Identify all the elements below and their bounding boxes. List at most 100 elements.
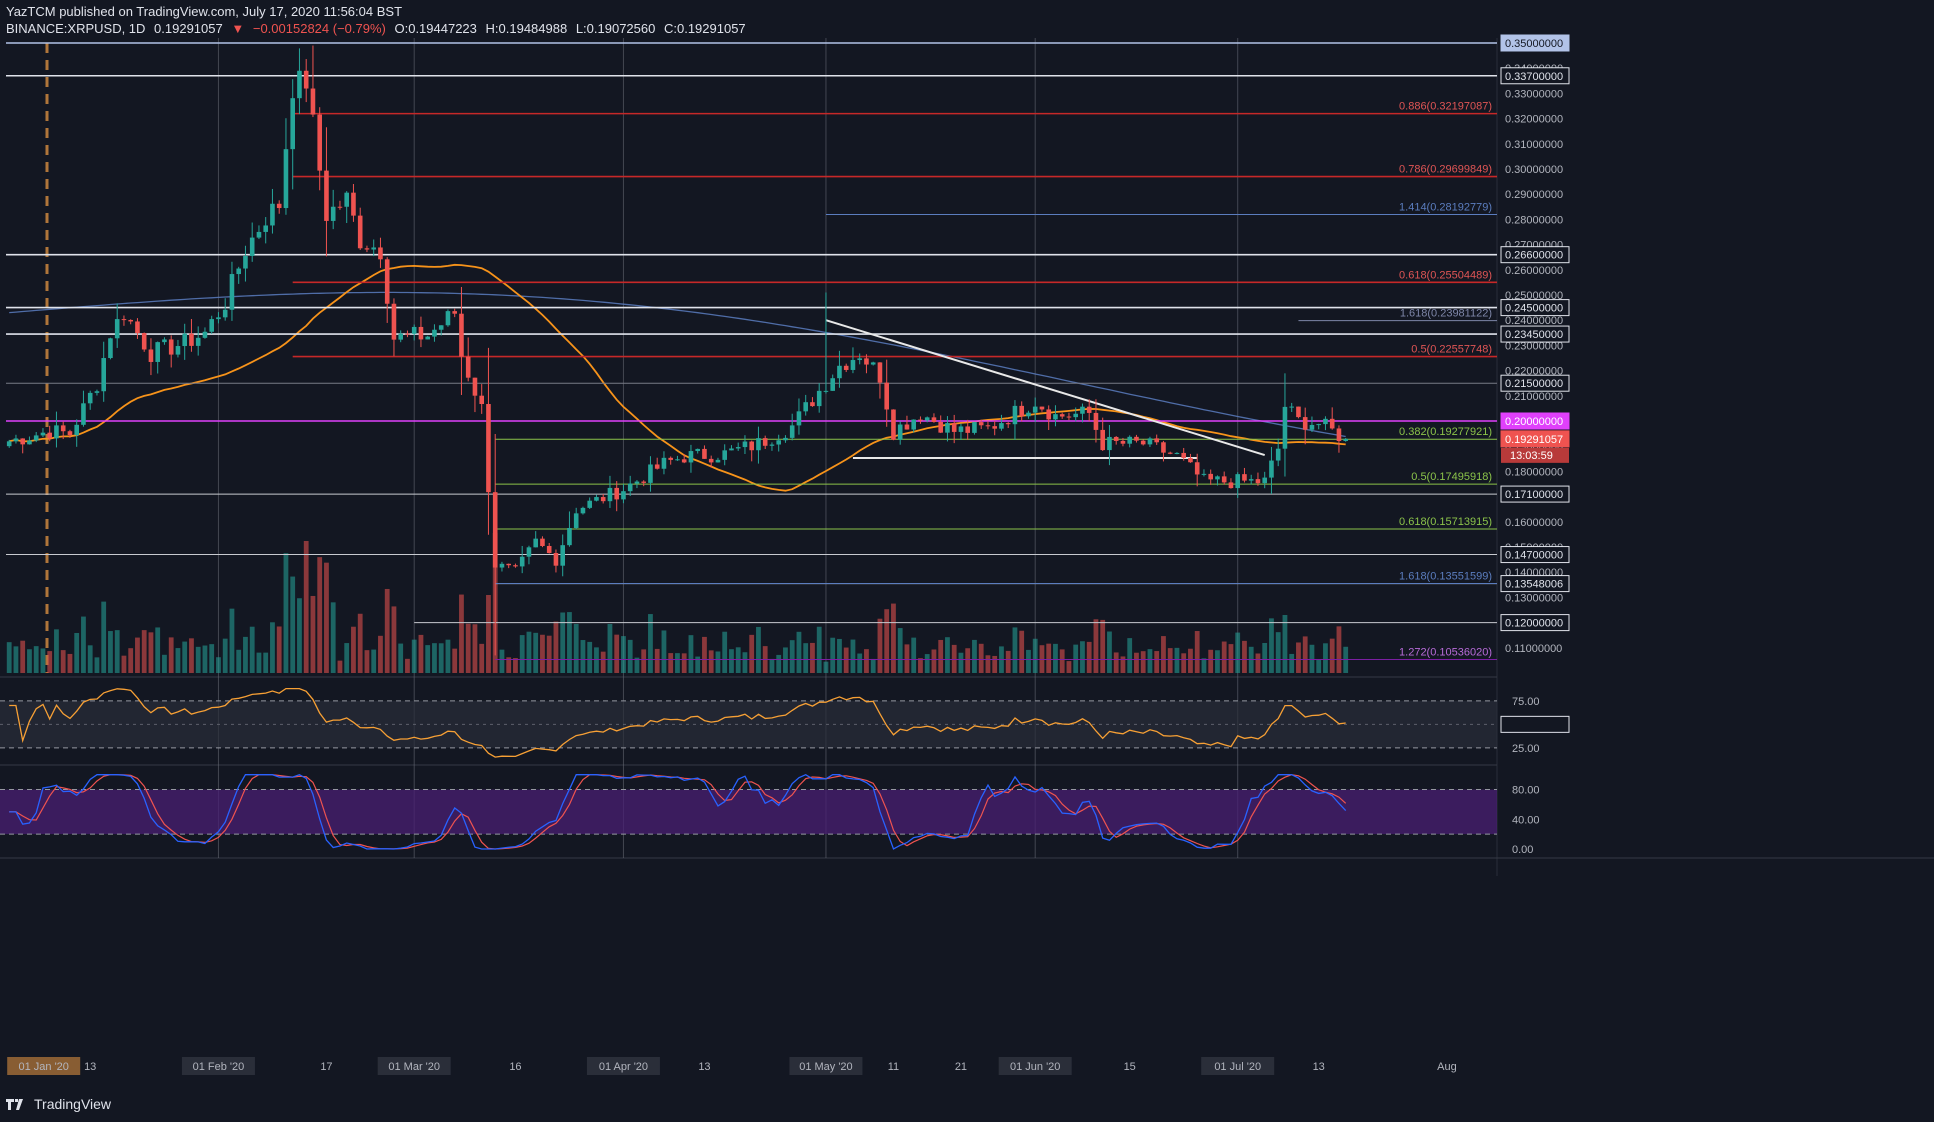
- volume-bar: [688, 635, 694, 673]
- candle-body: [1140, 440, 1146, 445]
- price-label-box: 0.33700000: [1500, 67, 1570, 85]
- candle-body: [6, 441, 12, 447]
- candle-body: [33, 435, 39, 441]
- candle: [492, 433, 498, 656]
- candle: [60, 421, 66, 440]
- candle: [1134, 434, 1139, 443]
- price-label-bg: [1500, 546, 1570, 564]
- candle: [1336, 425, 1342, 453]
- candle: [796, 398, 802, 435]
- tradingview-brand[interactable]: TradingView: [6, 1092, 111, 1116]
- candle: [148, 338, 154, 376]
- volume-bar: [864, 649, 869, 673]
- volume-bar: [951, 644, 957, 673]
- candle-body: [411, 326, 417, 334]
- volume-bar: [297, 598, 302, 673]
- volume-bar: [378, 635, 383, 673]
- volume-bar: [783, 647, 788, 673]
- open-value: O:0.19447223: [394, 21, 477, 36]
- candle: [972, 421, 977, 435]
- candle-body: [870, 362, 876, 365]
- candle: [418, 316, 424, 348]
- time-tick-label: 01 Jul '20: [1214, 1061, 1261, 1073]
- volume-bar: [850, 639, 856, 673]
- candle-body: [371, 247, 376, 250]
- volume-bar: [526, 631, 532, 673]
- candle: [762, 435, 768, 450]
- candle-body: [1147, 438, 1153, 445]
- candle-body: [648, 464, 653, 483]
- candle: [668, 456, 673, 465]
- volume-bar: [722, 631, 728, 673]
- candle: [681, 454, 687, 464]
- candle-body: [803, 402, 808, 412]
- candle: [587, 497, 592, 509]
- fib-label: 0.5(0.22557748): [1411, 344, 1492, 356]
- volume-bar: [398, 643, 404, 673]
- volume-bar: [290, 576, 296, 673]
- volume-bar: [506, 657, 512, 673]
- candle-body: [405, 333, 410, 335]
- volume-bar: [911, 637, 917, 673]
- volume-bar: [20, 640, 26, 673]
- candle-body: [1093, 412, 1099, 430]
- candle: [735, 442, 741, 451]
- volume-bar: [1329, 638, 1335, 673]
- candle: [823, 292, 829, 394]
- candle: [1140, 439, 1146, 446]
- time-tick-label: 01 Jun '20: [1010, 1061, 1060, 1073]
- candle-body: [135, 321, 140, 334]
- time-label-box: [181, 1057, 255, 1075]
- candle: [911, 419, 916, 433]
- candle: [1235, 472, 1240, 498]
- candle: [432, 324, 437, 342]
- fibonacci-levels: 0.886(0.32197087) 0.786(0.29699849) 1.414(…: [292, 101, 1497, 660]
- candle: [317, 107, 322, 191]
- time-tick-label: 01 Mar '20: [388, 1061, 440, 1073]
- candle-body: [769, 444, 775, 446]
- candle-body: [243, 255, 248, 269]
- candle: [1039, 406, 1045, 412]
- volume-bar: [472, 624, 478, 673]
- candle: [101, 341, 106, 402]
- volume-bar: [1066, 661, 1072, 673]
- price-label-bg: [1500, 430, 1570, 448]
- candle: [175, 339, 181, 358]
- candle: [222, 298, 228, 321]
- volume-bar: [364, 650, 370, 673]
- price-tick-label: 0.32000000: [1505, 114, 1563, 126]
- candle: [1012, 400, 1018, 440]
- last-price: 0.19291057: [154, 21, 223, 36]
- candle: [580, 506, 586, 515]
- candle: [27, 436, 32, 445]
- candle: [378, 237, 383, 268]
- candle: [168, 335, 174, 368]
- candle-body: [317, 114, 322, 171]
- time-tick-label: 01 Feb '20: [193, 1061, 245, 1073]
- candle-body: [391, 303, 397, 340]
- time-label-box: [377, 1057, 451, 1075]
- candle: [776, 434, 781, 452]
- volume-bar: [513, 658, 518, 673]
- candle: [1026, 410, 1031, 419]
- candle: [121, 315, 127, 326]
- candle: [182, 323, 187, 360]
- candle: [344, 191, 349, 224]
- candle: [1113, 436, 1119, 445]
- candle: [519, 545, 525, 574]
- volume-bar: [1242, 640, 1247, 673]
- candle-body: [492, 492, 498, 568]
- price-tick-label: 0.30000000: [1505, 164, 1563, 176]
- candle: [330, 189, 336, 230]
- candle-body: [965, 426, 970, 433]
- candle: [1086, 399, 1092, 422]
- volume-bar: [1194, 631, 1200, 673]
- candle-body: [168, 339, 174, 355]
- volume-bar: [668, 653, 674, 673]
- candle: [128, 319, 133, 325]
- time-tick-label: 17: [320, 1061, 332, 1073]
- volume-bar: [681, 653, 687, 673]
- candle: [1188, 453, 1193, 463]
- candle-body: [1161, 442, 1166, 453]
